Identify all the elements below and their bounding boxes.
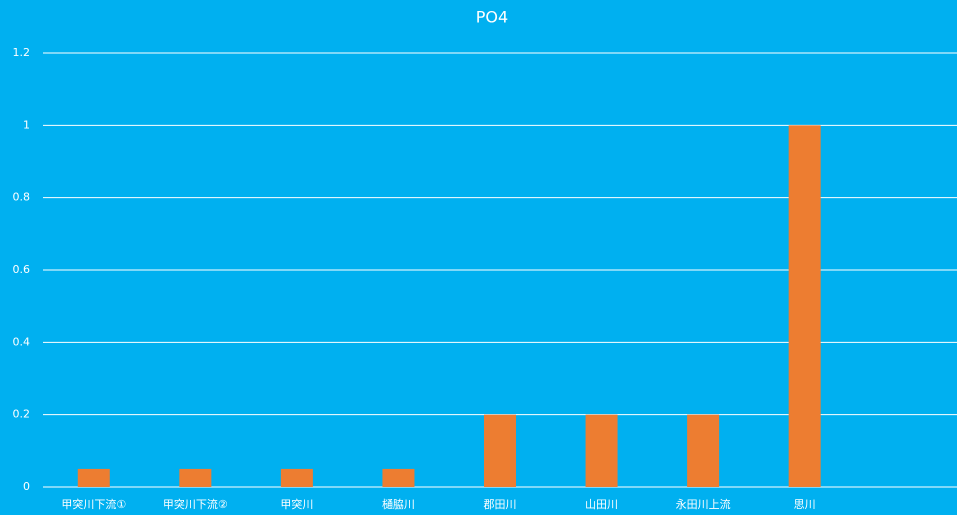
x-tick-label: 山田川 xyxy=(585,498,618,511)
x-tick-label: 樋脇川 xyxy=(382,497,415,511)
bar xyxy=(585,414,618,487)
y-tick-label: 0.6 xyxy=(13,263,31,276)
x-tick-label: 永田川上流 xyxy=(676,497,731,511)
x-tick-label: 思川 xyxy=(794,498,816,511)
y-tick-label: 1 xyxy=(23,118,30,131)
x-tick-label: 甲突川下流① xyxy=(61,497,126,511)
y-tick-label: 0.2 xyxy=(13,408,31,421)
bar xyxy=(484,414,516,487)
bar xyxy=(280,468,313,487)
bar xyxy=(382,468,415,487)
chart-title: PO4 xyxy=(476,8,508,27)
bar xyxy=(687,414,720,487)
x-tick-label: 甲突川下流② xyxy=(163,497,228,511)
x-tick-label: 甲突川 xyxy=(280,497,313,511)
y-tick-label: 0.4 xyxy=(13,335,31,348)
y-tick-label: 0.8 xyxy=(13,191,31,204)
y-tick-label: 1.2 xyxy=(13,46,31,59)
bar xyxy=(77,468,110,487)
bar xyxy=(179,468,212,487)
y-tick-label: 0 xyxy=(23,480,30,493)
x-tick-label: 郡田川 xyxy=(484,498,517,511)
bar xyxy=(788,125,821,487)
